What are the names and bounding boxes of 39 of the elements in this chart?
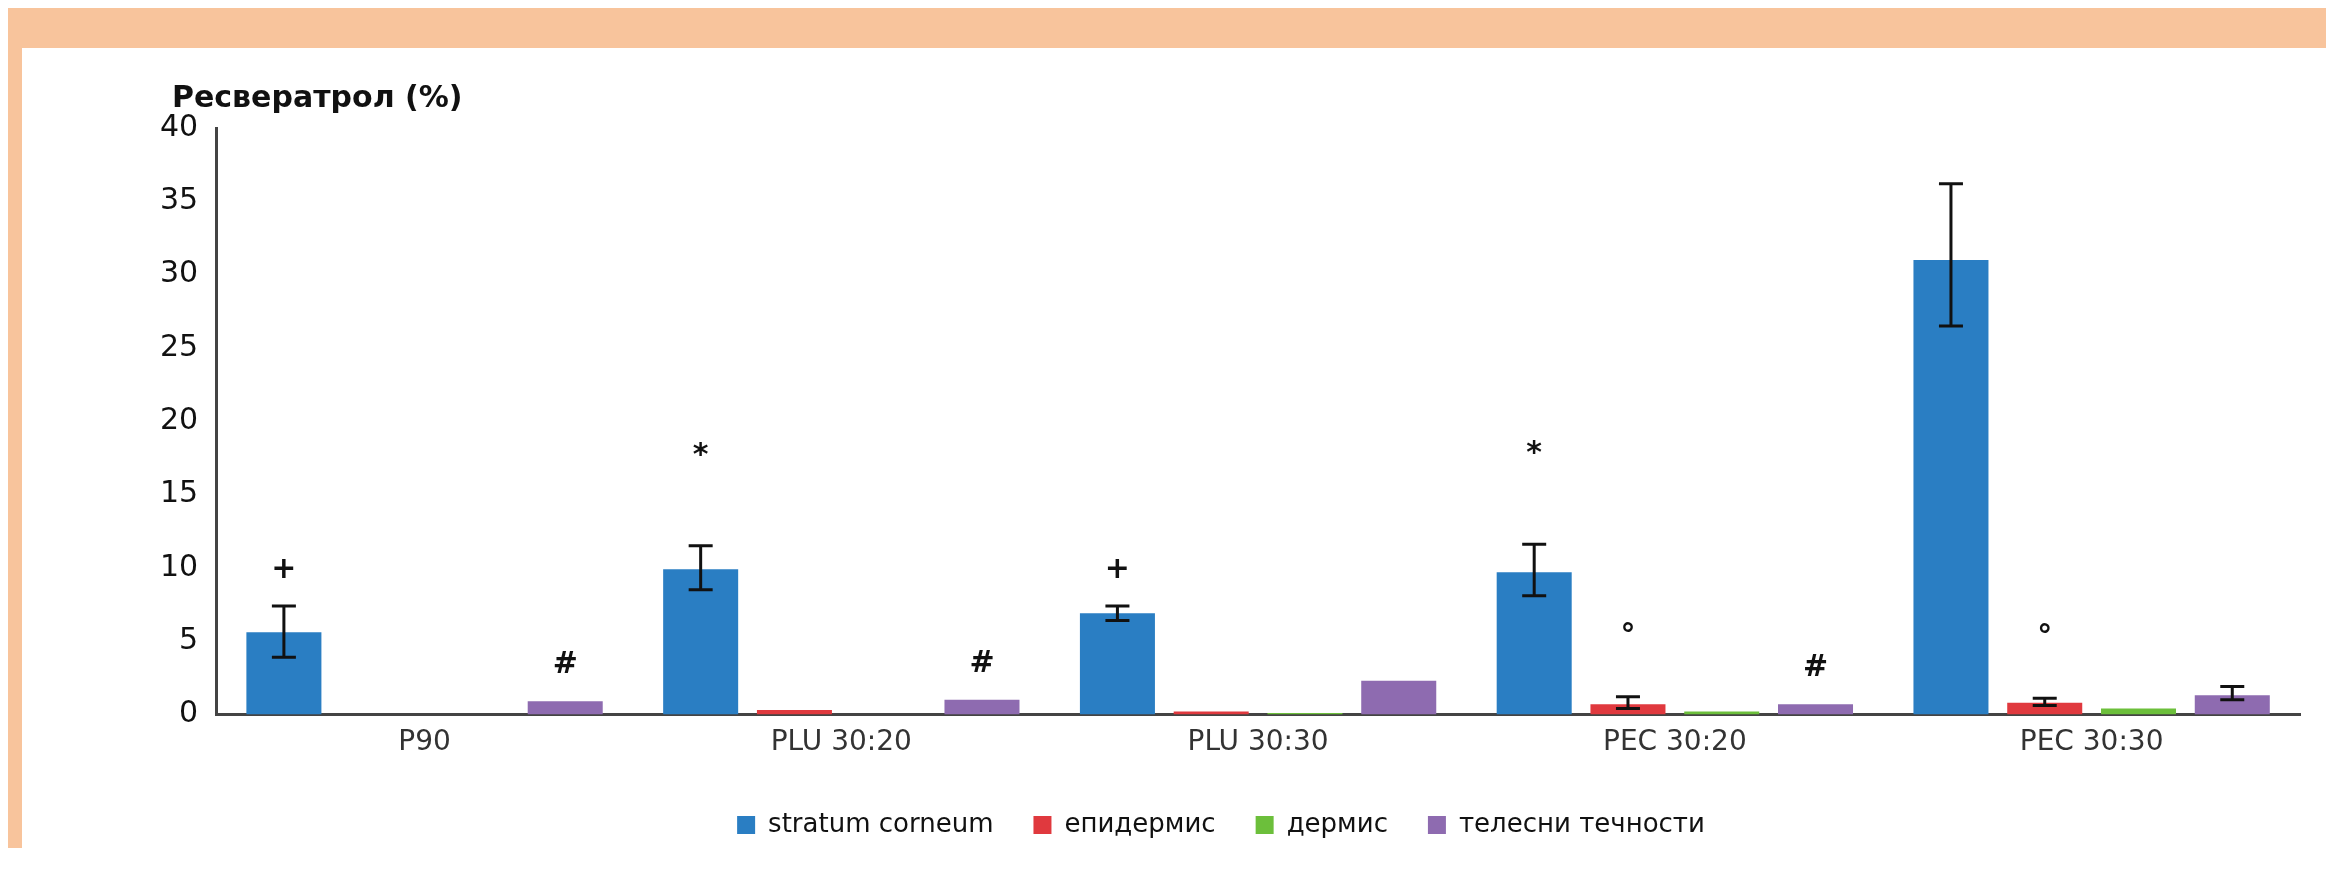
- bar: [1778, 704, 1854, 715]
- annotation: #: [1802, 647, 1829, 683]
- bar: [1173, 711, 1249, 715]
- annotation: +: [271, 549, 297, 585]
- annotation: °: [1620, 616, 1636, 652]
- bar: [663, 569, 739, 715]
- bar: [1684, 711, 1760, 715]
- y-tick-label: 10: [159, 547, 199, 583]
- y-tick-label: 15: [159, 474, 199, 510]
- y-tick-label: 5: [179, 620, 199, 656]
- legend-label: stratum corneum: [768, 807, 994, 838]
- bar: [2194, 695, 2270, 715]
- y-tick-label: 0: [179, 694, 199, 730]
- legend-label: телесни течности: [1458, 807, 1705, 838]
- annotation: *: [1526, 434, 1543, 470]
- y-tick-label: 35: [159, 181, 199, 217]
- annotation: *: [692, 435, 709, 471]
- y-tick-label: 30: [159, 254, 199, 290]
- bar: [1079, 613, 1155, 715]
- annotation: °: [2037, 618, 2053, 654]
- x-tick-label: PEC 30:30: [2019, 724, 2164, 758]
- x-tick-label: PLU 30:30: [1187, 724, 1329, 758]
- x-tick-label: PEC 30:20: [1602, 724, 1747, 758]
- annotation: #: [969, 643, 995, 679]
- bar: [756, 710, 832, 715]
- legend-label: дермис: [1286, 807, 1388, 838]
- bar: [527, 701, 603, 715]
- annotation: #: [552, 645, 578, 680]
- x-tick-label: PLU 30:20: [770, 724, 912, 758]
- bar: [246, 632, 322, 715]
- y-tick-label: 20: [159, 401, 199, 436]
- legend-label: епидермис: [1064, 807, 1216, 838]
- annotation: +: [1104, 549, 1130, 585]
- x-tick-label: P90: [398, 724, 451, 758]
- bar: [1496, 572, 1572, 715]
- bar: [1361, 680, 1437, 715]
- y-tick-label: 25: [159, 327, 199, 363]
- bar: [944, 699, 1020, 715]
- bar: [1913, 259, 1989, 715]
